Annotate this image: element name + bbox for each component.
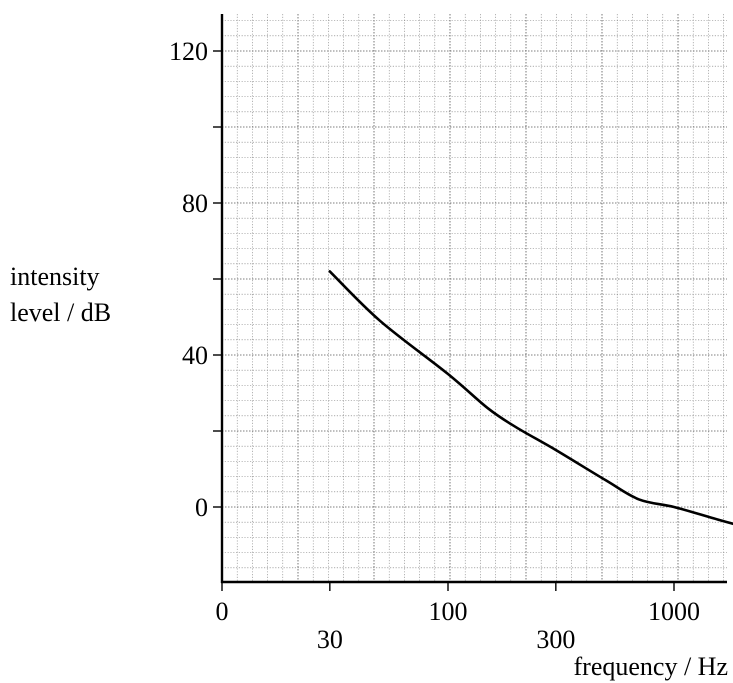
x-tick-label: 0	[216, 597, 229, 626]
y-axis-label-line-1: intensity	[10, 262, 100, 291]
x-tick-label: 100	[429, 597, 468, 626]
grid	[222, 14, 727, 582]
y-tick-label: 40	[182, 341, 208, 370]
x-tick-label: 300	[536, 625, 575, 654]
axes	[220, 14, 727, 584]
x-tick-label: 30	[317, 625, 343, 654]
y-axis-label-line-2: level / dB	[10, 298, 111, 327]
y-tick-label: 120	[169, 37, 208, 66]
y-tick-label: 80	[182, 189, 208, 218]
x-tick-label: 1000	[648, 597, 700, 626]
hearing-threshold-curve	[328, 270, 733, 526]
ticks	[213, 50, 675, 591]
y-tick-label: 0	[195, 493, 208, 522]
tick-labels: 040801200100100010 000303003000	[169, 37, 700, 654]
x-axis-label: frequency / Hz	[574, 652, 728, 681]
